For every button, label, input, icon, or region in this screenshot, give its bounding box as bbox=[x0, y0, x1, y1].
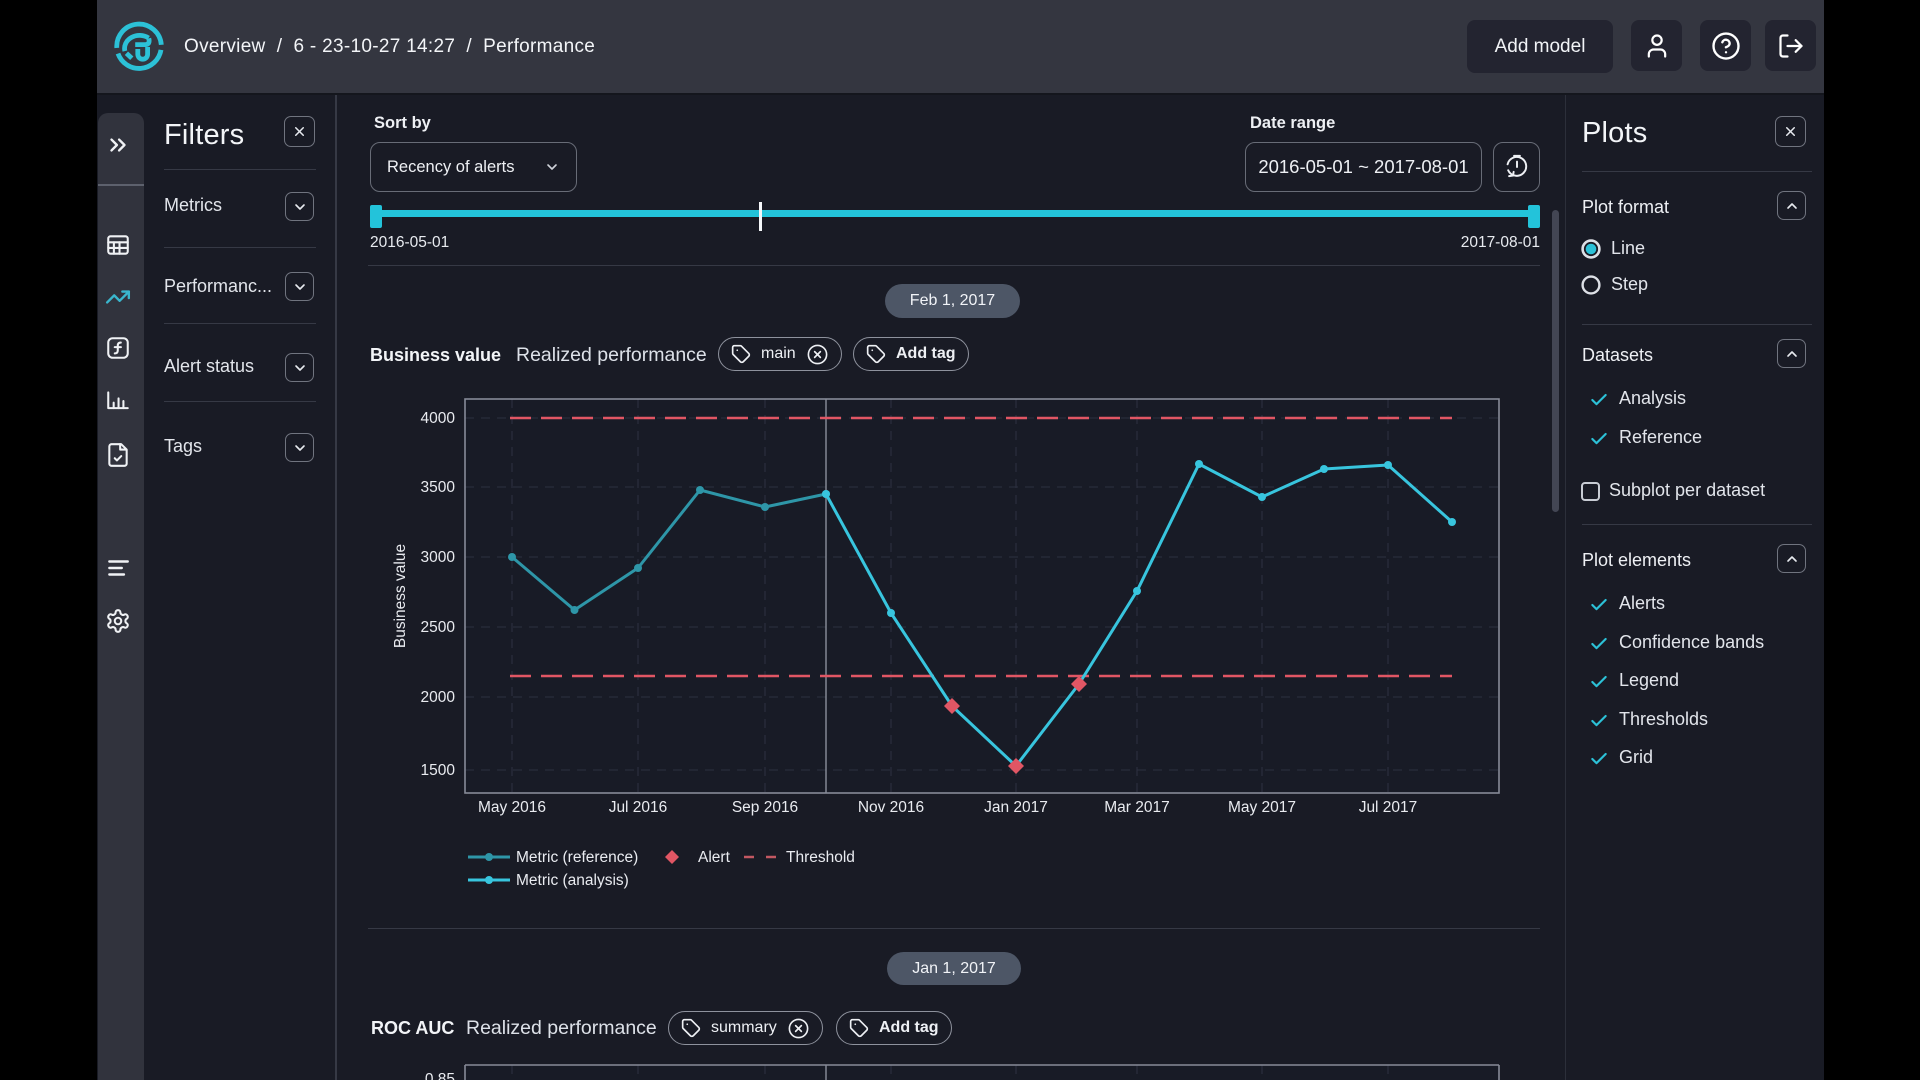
svg-text:2000: 2000 bbox=[421, 689, 456, 706]
svg-text:3000: 3000 bbox=[421, 549, 456, 566]
svg-text:Business value: Business value bbox=[392, 544, 409, 648]
svg-text:Metric (analysis): Metric (analysis) bbox=[516, 872, 629, 889]
svg-text:Threshold: Threshold bbox=[786, 849, 855, 866]
svg-text:Jul 2017: Jul 2017 bbox=[1359, 799, 1418, 816]
svg-text:Alert: Alert bbox=[698, 849, 731, 866]
svg-text:Nov 2016: Nov 2016 bbox=[858, 799, 924, 816]
svg-text:1500: 1500 bbox=[421, 762, 456, 779]
svg-text:May 2017: May 2017 bbox=[1228, 799, 1296, 816]
svg-text:Sep 2016: Sep 2016 bbox=[732, 799, 798, 816]
svg-text:4000: 4000 bbox=[421, 410, 456, 427]
svg-text:0.85: 0.85 bbox=[425, 1071, 455, 1080]
svg-text:Jan 2017: Jan 2017 bbox=[984, 799, 1048, 816]
svg-text:Jul 2016: Jul 2016 bbox=[609, 799, 668, 816]
svg-text:2500: 2500 bbox=[421, 619, 456, 636]
svg-text:Metric (reference): Metric (reference) bbox=[516, 849, 638, 866]
svg-text:3500: 3500 bbox=[421, 479, 456, 496]
svg-text:Mar 2017: Mar 2017 bbox=[1104, 799, 1169, 816]
svg-text:May 2016: May 2016 bbox=[478, 799, 546, 816]
